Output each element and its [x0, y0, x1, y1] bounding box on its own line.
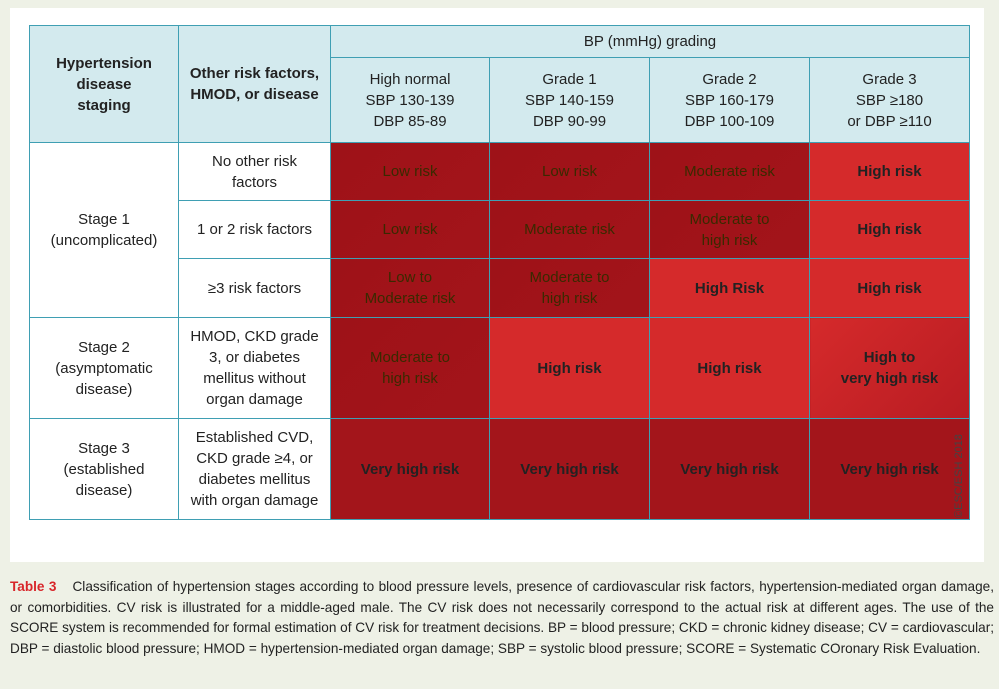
table-row: Stage 2 (asymptomatic disease) HMOD, CKD… — [29, 317, 971, 419]
risk-factor-label: HMOD, CKD grade 3, or diabetes mellitus … — [178, 317, 331, 419]
risk-factor-label: 1 or 2 risk factors — [178, 200, 331, 259]
stage-1-label: Stage 1 (uncomplicated) — [29, 142, 179, 318]
risk-cell: Low risk — [489, 142, 650, 201]
header-grade-2: Grade 2 SBP 160-179 DBP 100-109 — [649, 57, 810, 143]
risk-cell: Very high risk — [330, 418, 490, 520]
risk-cell: High risk — [808, 258, 971, 318]
risk-cell: High risk — [489, 317, 650, 419]
risk-cell: Low risk — [330, 142, 490, 201]
risk-cell: Moderate to high risk — [489, 258, 650, 318]
risk-table: Hypertension disease staging Other risk … — [29, 25, 971, 520]
risk-factor-label: No other risk factors — [178, 142, 331, 201]
risk-cell: High risk — [808, 142, 971, 201]
header-grade-3: Grade 3 SBP ≥180 or DBP ≥110 — [808, 57, 971, 143]
table-panel: Hypertension disease staging Other risk … — [10, 8, 984, 562]
header-staging: Hypertension disease staging — [29, 25, 179, 143]
risk-cell: Moderate risk — [649, 142, 810, 201]
header-grade-1: Grade 1 SBP 140-159 DBP 90-99 — [489, 57, 650, 143]
table-row: Stage 1 (uncomplicated) No other risk fa… — [29, 142, 971, 318]
copyright-notice: ©ESC/ESH 2018 — [953, 434, 965, 518]
risk-cell: Moderate to high risk — [649, 200, 810, 259]
risk-cell: Moderate to high risk — [330, 317, 490, 419]
table-row: Stage 3 (established disease) Establishe… — [29, 418, 971, 520]
risk-cell: Moderate risk — [489, 200, 650, 259]
risk-cell: Very high risk — [489, 418, 650, 520]
stage-3-label: Stage 3 (established disease) — [29, 418, 179, 520]
risk-cell: Low to Moderate risk — [330, 258, 490, 318]
risk-cell: High to very high risk — [808, 317, 971, 419]
table-caption: Table 3 Classification of hypertension st… — [10, 577, 994, 659]
caption-text: Classification of hypertension stages ac… — [10, 579, 994, 656]
risk-cell: High risk — [649, 317, 810, 419]
risk-factor-label: ≥3 risk factors — [178, 258, 331, 318]
risk-cell: Very high risk — [808, 418, 971, 520]
risk-cell: Very high risk — [649, 418, 810, 520]
risk-cell: High risk — [808, 200, 971, 259]
header-grade-high-normal: High normal SBP 130-139 DBP 85-89 — [330, 57, 490, 143]
risk-cell: High Risk — [649, 258, 810, 318]
stage-2-label: Stage 2 (asymptomatic disease) — [29, 317, 179, 419]
risk-cell: Low risk — [330, 200, 490, 259]
caption-label: Table 3 — [10, 579, 57, 594]
header-bp-grading: BP (mmHg) grading — [329, 25, 971, 58]
header-risk-factors: Other risk factors, HMOD, or disease — [178, 25, 331, 143]
risk-factor-label: Established CVD, CKD grade ≥4, or diabet… — [178, 418, 331, 520]
table-row: 1 or 2 risk factors Low risk Moderate ri… — [30, 200, 971, 259]
